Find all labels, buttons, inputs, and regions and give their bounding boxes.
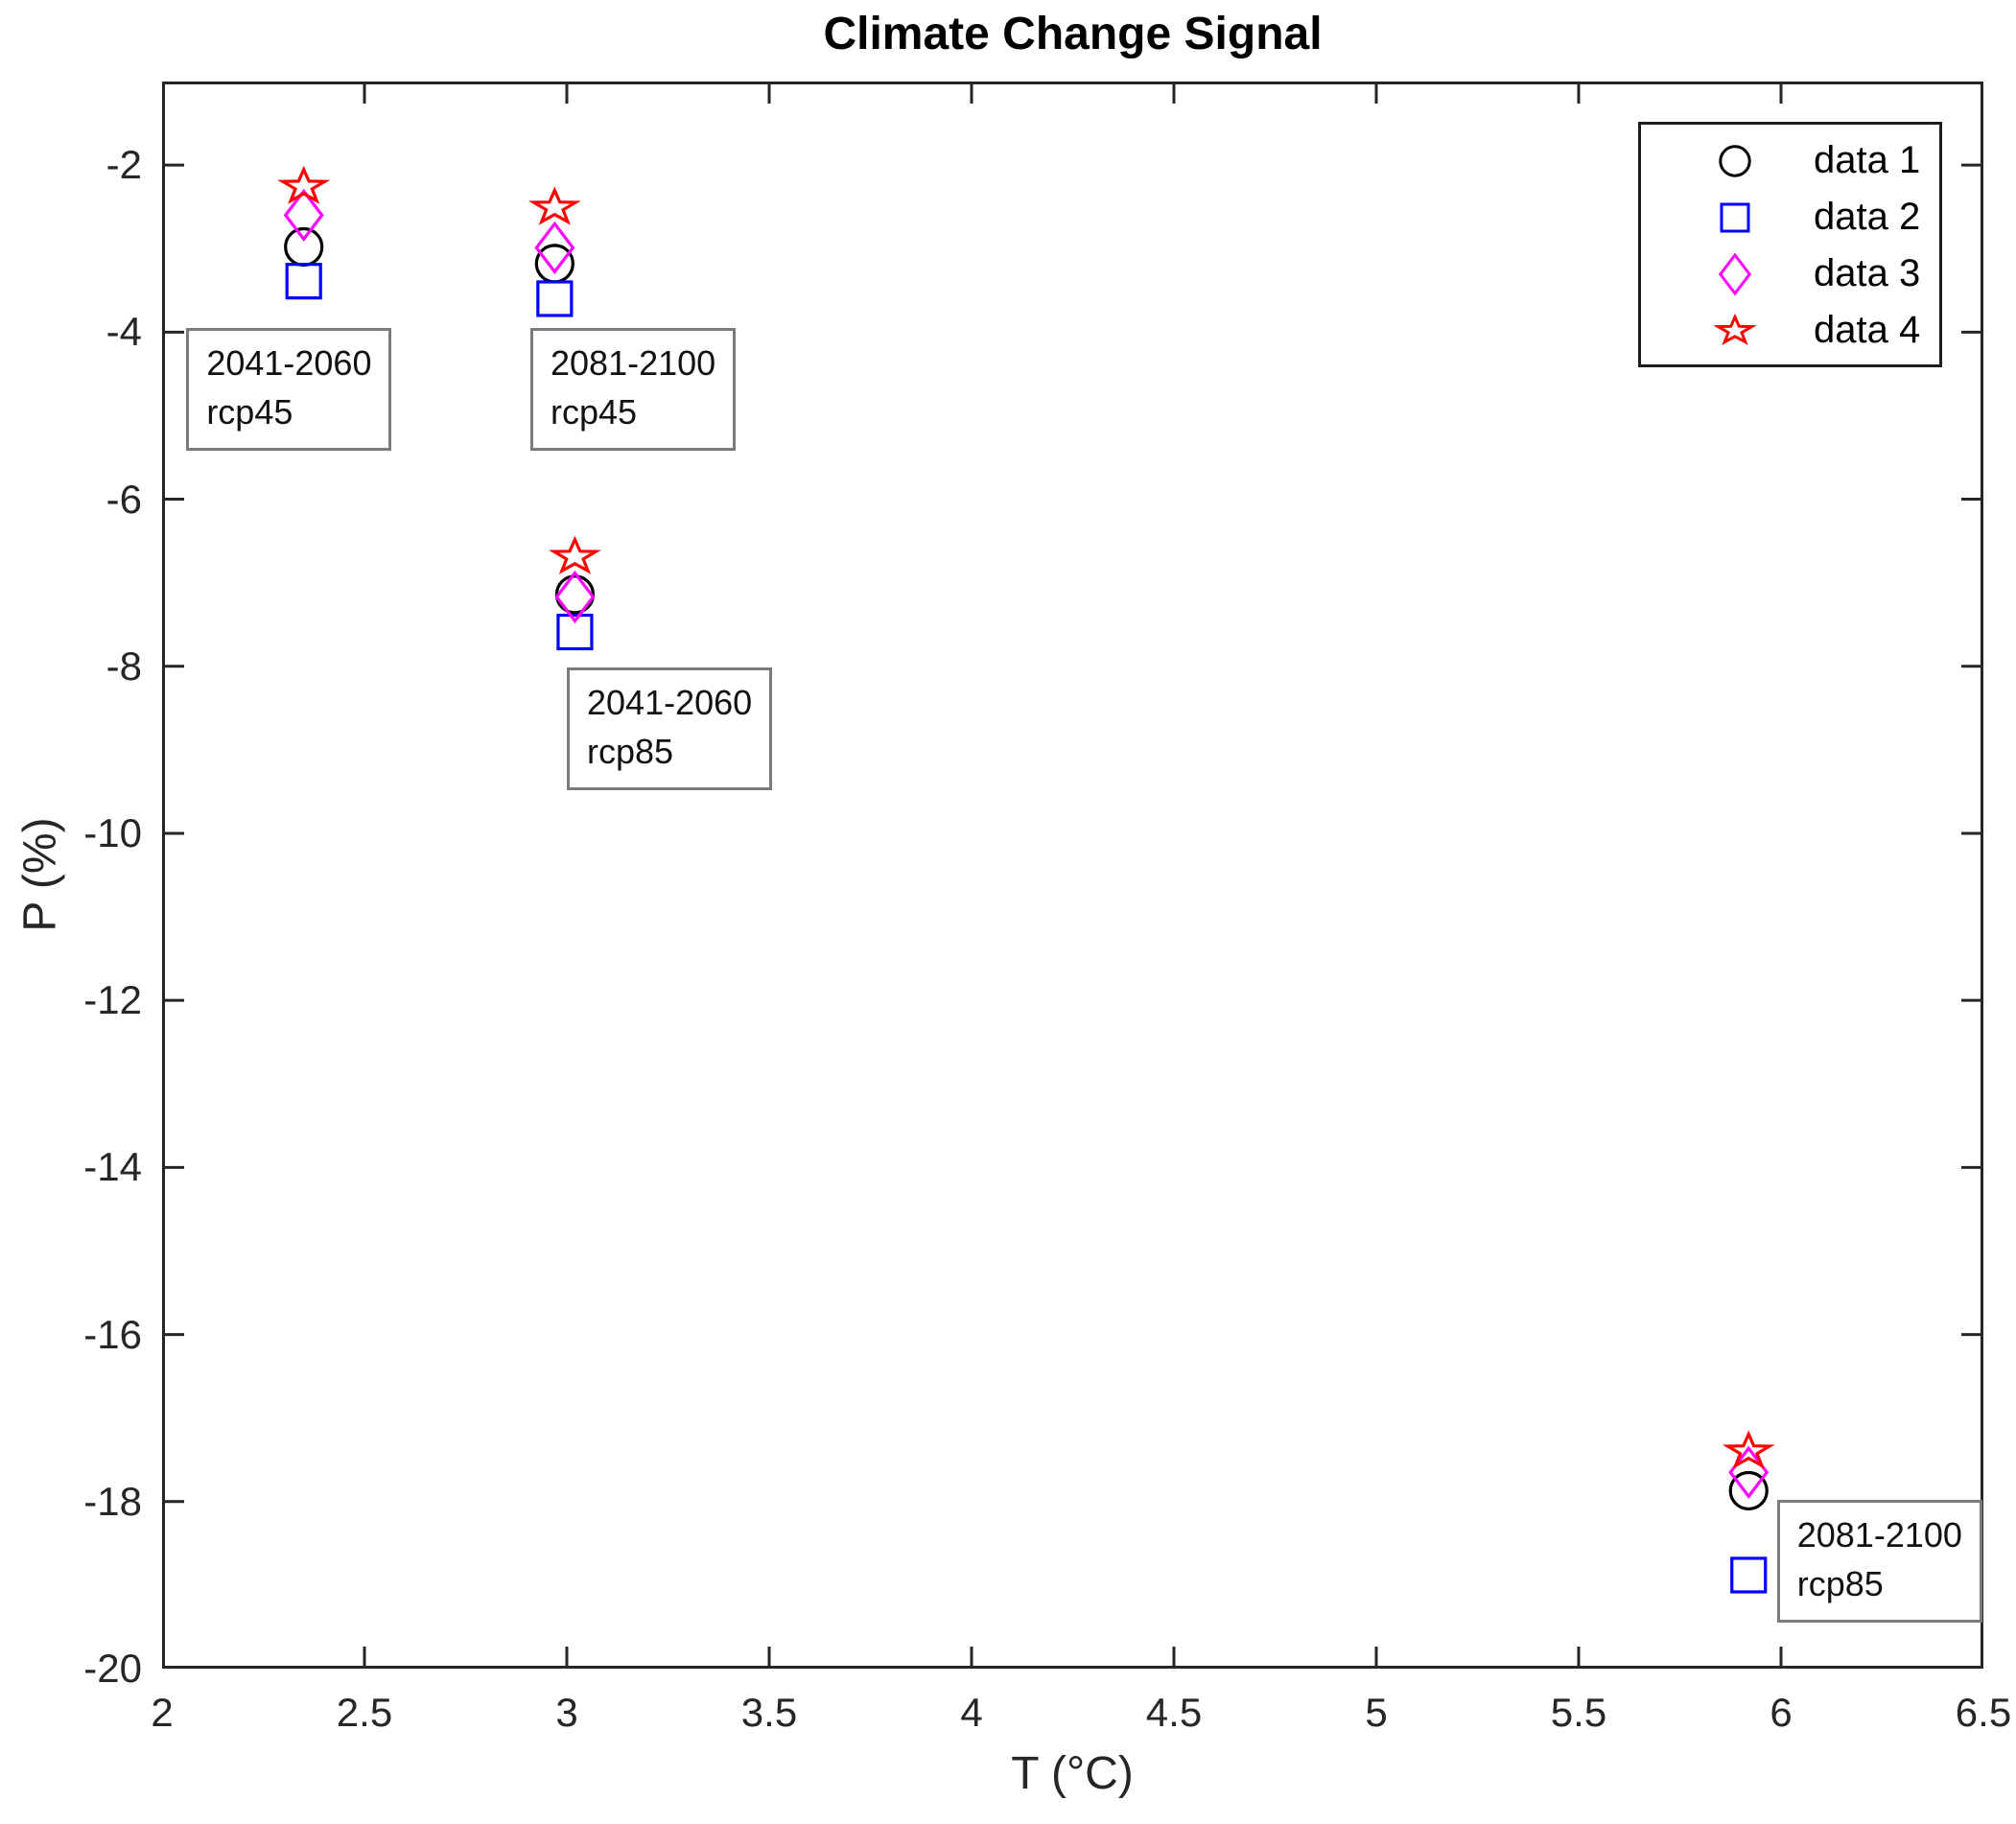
x-tick-label: 3.5 (740, 1690, 798, 1735)
annotation-line: 2081-2100 (551, 342, 716, 383)
circle-marker-icon (1719, 144, 1751, 177)
y-tick-label: -12 (83, 977, 142, 1023)
marker-data-4 (1722, 1430, 1775, 1469)
marker-data-1 (284, 226, 324, 268)
annotation-box: 2081-2100 rcp45 (530, 327, 737, 452)
legend-item-data-2: data 2 (1641, 189, 1939, 246)
y-tick-label: -20 (83, 1646, 142, 1691)
y-tick-label: -2 (105, 142, 142, 188)
annotation-line: 2041-2060 (587, 682, 753, 722)
square-marker-icon (1720, 202, 1750, 232)
plot-canvas (162, 82, 1983, 1669)
diamond-marker-icon (1718, 252, 1752, 295)
marker-data-1 (1728, 1470, 1769, 1511)
marker-data-1 (534, 244, 574, 284)
y-tick-label: -8 (105, 643, 142, 689)
marker-data-3 (554, 570, 596, 624)
legend-item-label: data 4 (1814, 309, 1921, 351)
star-glyph (1713, 313, 1757, 345)
x-tick-label: 5.5 (1550, 1690, 1607, 1735)
legend-item-data-4: data 4 (1641, 302, 1939, 359)
x-tick-label: 4.5 (1145, 1690, 1203, 1735)
y-tick-label: -10 (83, 809, 142, 855)
y-tick-label: -4 (105, 309, 142, 355)
marker-data-4 (277, 165, 331, 204)
y-tick-label: -6 (105, 476, 142, 522)
marker-data-2 (556, 613, 594, 651)
marker-data-1 (554, 574, 596, 615)
annotation-line: rcp85 (1796, 1564, 1884, 1604)
axis-frame (162, 82, 1983, 1669)
x-tick-label: 6.5 (1955, 1690, 2012, 1735)
marker-data-3 (534, 221, 575, 274)
marker-data-4 (527, 186, 581, 225)
annotation-line: 2041-2060 (206, 342, 372, 383)
square-glyph (1720, 202, 1750, 232)
annotation-box: 2041-2060 rcp85 (567, 666, 773, 790)
marker-data-2 (285, 263, 322, 300)
x-tick-label: 4 (960, 1690, 983, 1735)
legend-item-label: data 2 (1814, 196, 1921, 238)
legend-item-label: data 3 (1814, 252, 1921, 294)
legend-item-data-3: data 3 (1641, 246, 1939, 302)
marker-data-2 (1730, 1556, 1768, 1594)
x-tick-label: 2.5 (336, 1690, 393, 1735)
annotation-box: 2041-2060 rcp45 (186, 327, 392, 452)
y-tick-label: -14 (83, 1144, 142, 1190)
legend: data 1 data 2 data 3 data 4 (1638, 122, 1942, 367)
annotation-box: 2081-2100 rcp85 (1776, 1500, 1982, 1624)
annotation-line: rcp45 (206, 392, 293, 433)
annotation-line: 2081-2100 (1796, 1515, 1962, 1555)
star-marker-icon (1713, 313, 1757, 345)
legend-item-data-1: data 1 (1641, 132, 1939, 189)
chart-title: Climate Change Signal (823, 9, 1323, 59)
marker-data-4 (548, 535, 601, 574)
y-tick-label: -16 (83, 1311, 142, 1357)
legend-item-label: data 1 (1814, 139, 1921, 181)
marker-data-2 (536, 280, 574, 317)
marker-data-3 (283, 188, 324, 243)
plot-area (162, 82, 1983, 1669)
x-tick-label: 5 (1365, 1690, 1388, 1735)
annotation-line: rcp85 (587, 731, 674, 771)
x-tick-label: 6 (1770, 1690, 1793, 1735)
x-tick-label: 3 (555, 1690, 578, 1735)
x-axis-label: T (°C) (1011, 1748, 1134, 1799)
circle-glyph (1719, 144, 1751, 177)
annotation-line: rcp45 (551, 392, 638, 433)
y-tick-label: -18 (83, 1478, 142, 1524)
diamond-glyph (1718, 252, 1752, 295)
x-tick-label: 2 (151, 1690, 174, 1735)
